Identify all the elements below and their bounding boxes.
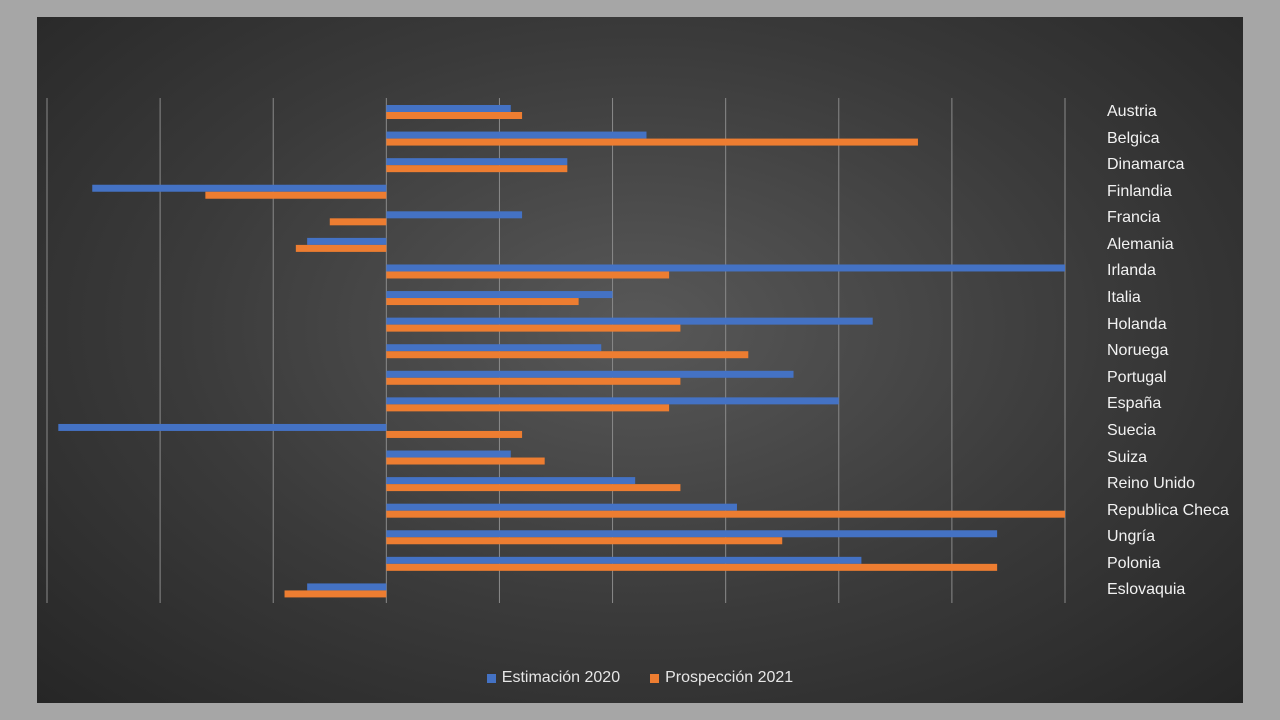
bar-prospeccion-2021: [386, 112, 523, 119]
bar-estimacion-2020: [386, 264, 1065, 272]
bar-prospeccion-2021: [329, 218, 387, 226]
category-label: Alemania: [1107, 235, 1174, 253]
bar-estimacion-2020: [386, 477, 636, 485]
bar-prospeccion-2021: [205, 191, 387, 199]
category-label: Francia: [1107, 209, 1161, 227]
category-label: Suecia: [1107, 421, 1156, 439]
category-label: Polonia: [1107, 554, 1161, 572]
bar-estimacion-2020: [386, 211, 523, 219]
bar-prospeccion-2021: [386, 377, 681, 385]
category-label: Suiza: [1107, 448, 1148, 466]
bar-prospeccion-2021: [386, 537, 783, 545]
bar-estimacion-2020: [386, 503, 737, 511]
bar-estimacion-2020: [386, 530, 998, 538]
legend-swatch: [486, 673, 496, 683]
bar-estimacion-2020: [386, 344, 602, 352]
legend: Estimación 2020 Prospección 2021: [37, 669, 1243, 687]
bar-estimacion-2020: [307, 237, 387, 245]
category-label: España: [1107, 395, 1162, 413]
legend-swatch: [650, 673, 660, 683]
bar-prospeccion-2021: [386, 404, 670, 412]
bar-estimacion-2020: [92, 184, 387, 192]
bar-prospeccion-2021: [386, 484, 681, 492]
bar-prospeccion-2021: [386, 165, 568, 173]
bar-estimacion-2020: [386, 556, 862, 564]
bar-estimacion-2020: [386, 370, 794, 378]
bar-estimacion-2020: [386, 131, 647, 139]
bar-estimacion-2020: [386, 291, 613, 299]
bar-estimacion-2020: [58, 423, 387, 431]
bar-prospeccion-2021: [386, 457, 545, 465]
bar-prospeccion-2021: [284, 590, 387, 598]
bar-plot: [46, 98, 1066, 603]
bar-prospeccion-2021: [386, 351, 749, 359]
category-label: Irlanda: [1107, 262, 1156, 280]
bar-estimacion-2020: [386, 105, 511, 112]
legend-item: Prospección 2021: [650, 669, 793, 687]
category-label: Noruega: [1107, 342, 1169, 360]
bar-estimacion-2020: [386, 450, 511, 458]
category-label: Finlandia: [1107, 182, 1172, 200]
bar-estimacion-2020: [386, 317, 873, 325]
bar-prospeccion-2021: [386, 510, 1065, 518]
chart-area: Austria Belgica Dinamarca Finlandia Francia A…: [37, 17, 1243, 703]
bar-prospeccion-2021: [386, 563, 998, 571]
category-label: Austria: [1107, 103, 1157, 120]
bar-prospeccion-2021: [386, 271, 670, 279]
bar-prospeccion-2021: [295, 244, 387, 252]
bar-estimacion-2020: [307, 583, 387, 591]
bar-prospeccion-2021: [386, 324, 681, 332]
category-label: Dinamarca: [1107, 156, 1185, 174]
category-label: Belgica: [1107, 129, 1160, 147]
bar-estimacion-2020: [386, 158, 568, 166]
legend-item: Estimación 2020: [486, 669, 621, 687]
category-label: Eslovaquia: [1107, 581, 1186, 599]
legend-label: Prospección 2021: [665, 669, 794, 686]
category-label: Portugal: [1107, 368, 1167, 386]
category-label: Italia: [1107, 289, 1141, 307]
category-label: Holanda: [1107, 315, 1167, 333]
category-label: Reino Unido: [1107, 475, 1196, 493]
legend-label: Estimación 2020: [501, 669, 621, 686]
category-label: Republica Checa: [1107, 501, 1229, 519]
bar-prospeccion-2021: [386, 298, 579, 306]
bar-prospeccion-2021: [386, 430, 523, 438]
bar-prospeccion-2021: [386, 138, 918, 146]
bar-estimacion-2020: [386, 397, 839, 405]
category-label: Ungría: [1107, 528, 1156, 546]
